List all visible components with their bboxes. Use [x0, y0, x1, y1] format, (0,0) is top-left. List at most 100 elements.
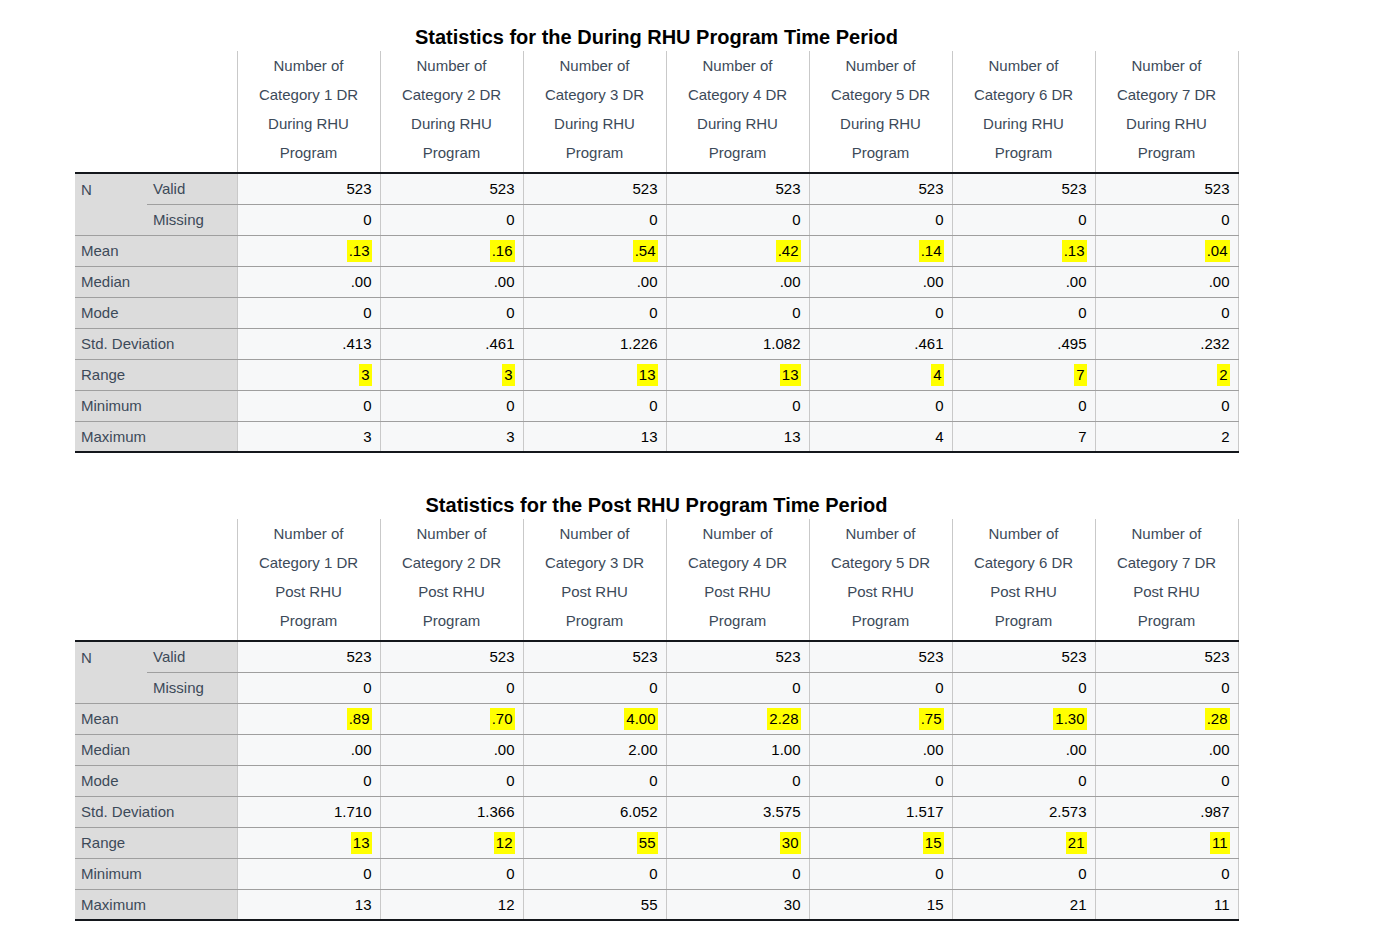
stat-value-cell: .14	[809, 235, 952, 266]
stat-value-cell: .13	[237, 235, 380, 266]
stat-value-cell: 1.710	[237, 796, 380, 827]
header-row: Number of Category 1 DR During RHU Progr…	[75, 51, 1238, 173]
value: 523	[1061, 648, 1086, 665]
column-header: Number of Category 7 DR Post RHU Program	[1095, 519, 1238, 641]
stat-value-cell: 0	[1095, 672, 1238, 703]
value: .00	[780, 273, 801, 290]
value: 0	[792, 679, 800, 696]
stat-value-cell: 2.28	[666, 703, 809, 734]
row-group-label	[75, 672, 147, 703]
value: .232	[1200, 335, 1229, 352]
stat-value-cell: 2	[1095, 359, 1238, 390]
corner-cell	[75, 51, 237, 173]
row-label: Median	[75, 734, 237, 765]
table-row: Median.00.00.00.00.00.00.00	[75, 266, 1238, 297]
stat-value-cell: 0	[809, 297, 952, 328]
header-row: Number of Category 1 DR Post RHU Program…	[75, 519, 1238, 641]
value: 523	[1204, 180, 1229, 197]
stat-value-cell: 0	[523, 204, 666, 235]
highlighted-value: 1.30	[1053, 708, 1086, 730]
stat-value-cell: 0	[952, 390, 1095, 421]
highlighted-value: 4	[931, 364, 943, 386]
highlighted-value: .13	[347, 240, 372, 262]
stat-value-cell: 523	[952, 641, 1095, 672]
stat-value-cell: 523	[523, 173, 666, 204]
value: 0	[506, 772, 514, 789]
table-row: Std. Deviation1.7101.3666.0523.5751.5172…	[75, 796, 1238, 827]
row-group-label	[75, 204, 147, 235]
stat-value-cell: 11	[1095, 889, 1238, 920]
stat-value-cell: 3	[237, 359, 380, 390]
stat-value-cell: .00	[380, 266, 523, 297]
stat-value-cell: 0	[666, 672, 809, 703]
stat-value-cell: .70	[380, 703, 523, 734]
stat-value-cell: 3	[237, 421, 380, 452]
value: .461	[914, 335, 943, 352]
stat-value-cell: .987	[1095, 796, 1238, 827]
row-label: Maximum	[75, 889, 237, 920]
stat-value-cell: .00	[1095, 266, 1238, 297]
stat-value-cell: .00	[666, 266, 809, 297]
stat-value-cell: 0	[809, 858, 952, 889]
table-row: Missing0000000	[75, 672, 1238, 703]
stat-value-cell: 4	[809, 421, 952, 452]
table-block-post-rhu: Statistics for the Post RHU Program Time…	[75, 494, 1239, 921]
value: 0	[649, 211, 657, 228]
stat-value-cell: 0	[523, 765, 666, 796]
stat-value-cell: 15	[809, 889, 952, 920]
stat-value-cell: 0	[523, 390, 666, 421]
statistics-table: Number of Category 1 DR During RHU Progr…	[75, 51, 1239, 453]
value: 4	[935, 428, 943, 445]
row-label: Std. Deviation	[75, 328, 237, 359]
highlighted-value: .04	[1205, 240, 1230, 262]
stat-value-cell: 0	[809, 765, 952, 796]
stat-value-cell: 0	[666, 390, 809, 421]
stat-value-cell: 523	[666, 173, 809, 204]
table-row: Maximum331313472	[75, 421, 1238, 452]
row-sub-label: Valid	[147, 641, 237, 672]
row-sub-label: Missing	[147, 204, 237, 235]
value: 2	[1221, 428, 1229, 445]
stat-value-cell: 1.517	[809, 796, 952, 827]
stat-value-cell: 0	[380, 204, 523, 235]
stat-value-cell: 0	[1095, 765, 1238, 796]
value: 0	[1221, 865, 1229, 882]
table-row: Median.00.002.001.00.00.00.00	[75, 734, 1238, 765]
value: 55	[641, 896, 658, 913]
stat-value-cell: 0	[380, 765, 523, 796]
value: 0	[1221, 304, 1229, 321]
value: 523	[346, 180, 371, 197]
corner-cell	[75, 519, 237, 641]
value: 523	[489, 180, 514, 197]
stat-value-cell: 0	[952, 765, 1095, 796]
table-row: Std. Deviation.413.4611.2261.082.461.495…	[75, 328, 1238, 359]
stat-value-cell: 0	[237, 672, 380, 703]
stat-value-cell: .232	[1095, 328, 1238, 359]
stat-value-cell: 1.226	[523, 328, 666, 359]
stat-value-cell: 12	[380, 889, 523, 920]
row-label: Mean	[75, 235, 237, 266]
row-label: Mode	[75, 297, 237, 328]
column-header: Number of Category 1 DR Post RHU Program	[237, 519, 380, 641]
stat-value-cell: 0	[380, 858, 523, 889]
column-header: Number of Category 5 DR During RHU Progr…	[809, 51, 952, 173]
value: .00	[1209, 741, 1230, 758]
row-group-label: N	[75, 173, 147, 204]
highlighted-value: .16	[490, 240, 515, 262]
value: 523	[489, 648, 514, 665]
table-row: Mode0000000	[75, 297, 1238, 328]
stat-value-cell: 11	[1095, 827, 1238, 858]
stat-value-cell: .00	[237, 266, 380, 297]
highlighted-value: 2	[1217, 364, 1229, 386]
value: 523	[775, 648, 800, 665]
table-row: Maximum13125530152111	[75, 889, 1238, 920]
stat-value-cell: 3	[380, 359, 523, 390]
value: 0	[935, 304, 943, 321]
value: 0	[792, 397, 800, 414]
stat-value-cell: 7	[952, 421, 1095, 452]
row-sub-label: Valid	[147, 173, 237, 204]
stat-value-cell: .42	[666, 235, 809, 266]
stat-value-cell: 0	[1095, 204, 1238, 235]
highlighted-value: 13	[780, 364, 801, 386]
value: .413	[342, 335, 371, 352]
